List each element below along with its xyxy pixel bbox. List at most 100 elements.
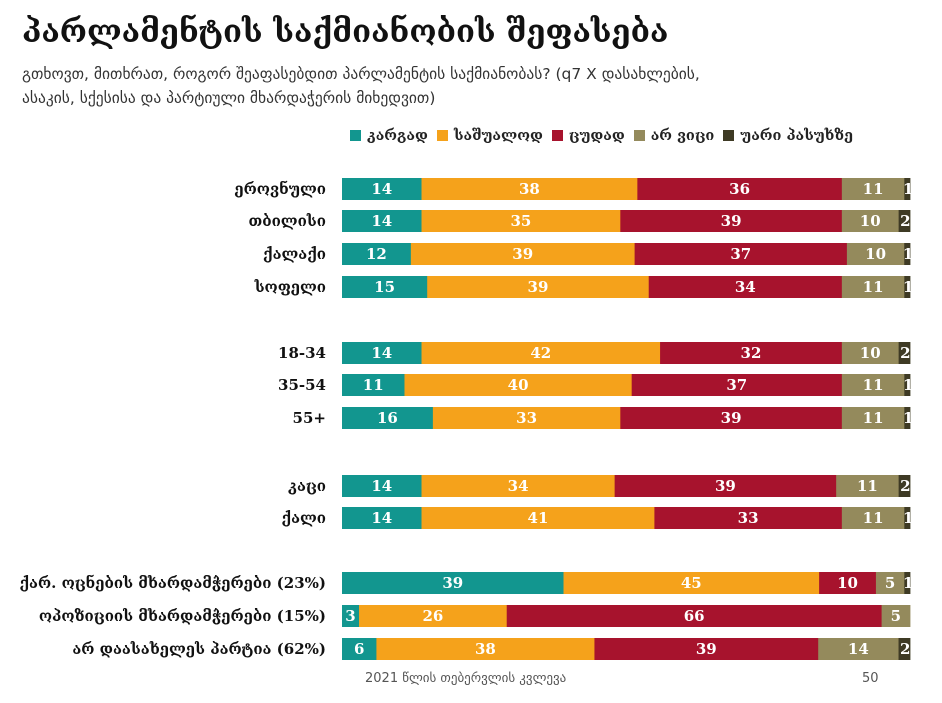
- bar-segment: [841, 178, 905, 200]
- bar-segment: [421, 178, 638, 200]
- chart-subtitle: გთხოვთ, მითხრათ, როგორ შეაფასებდით პარლა…: [22, 65, 700, 107]
- bar-segment: [342, 572, 564, 594]
- legend-label-average: საშუალოდ: [453, 126, 543, 144]
- category-label: არ დაასახელეს პარტია (62%): [72, 640, 326, 658]
- bar-segment: [421, 475, 616, 497]
- data-label: 35: [510, 212, 531, 230]
- bar-segment: [410, 243, 636, 265]
- data-label: 2: [900, 640, 910, 658]
- bar-segment: [594, 638, 819, 660]
- data-label: 15: [374, 278, 395, 296]
- bar-segment: [376, 638, 595, 660]
- data-label: 26: [422, 607, 443, 625]
- data-label: 16: [377, 409, 398, 427]
- data-label: 33: [738, 509, 759, 527]
- bar-segment: [342, 475, 422, 497]
- data-label: 34: [508, 477, 529, 495]
- bar-segment: [342, 407, 434, 429]
- data-label: 5: [885, 574, 895, 592]
- bar-segment: [841, 374, 905, 396]
- bar-segment: [342, 507, 422, 529]
- data-label: 42: [530, 344, 551, 362]
- data-label: 37: [730, 245, 751, 263]
- data-label: 1: [903, 245, 913, 263]
- data-label: 40: [508, 376, 529, 394]
- category-label: 18-34: [278, 344, 326, 362]
- data-label: 39: [715, 477, 736, 495]
- bar-segment: [648, 276, 843, 298]
- data-label: 11: [863, 409, 884, 427]
- bar-segment: [904, 572, 911, 594]
- bar-segment: [841, 507, 905, 529]
- data-label: 39: [512, 245, 533, 263]
- data-label: 1: [903, 278, 913, 296]
- data-label: 1: [903, 409, 913, 427]
- chart-title: პარლამენტის საქმიანობის შეფასება: [22, 14, 669, 50]
- bar-segment: [841, 407, 905, 429]
- data-label: 11: [863, 376, 884, 394]
- data-label: 39: [721, 409, 742, 427]
- bar-segment: [342, 638, 377, 660]
- bar-segment: [819, 572, 877, 594]
- data-label: 11: [363, 376, 384, 394]
- bar-segment: [818, 638, 899, 660]
- bar-segment: [342, 342, 422, 364]
- category-label: თბილისი: [249, 212, 326, 230]
- legend-item-average: საშუალოდ: [436, 126, 543, 144]
- bar-segment: [898, 342, 911, 364]
- bar-segment: [506, 605, 882, 627]
- legend-item-dont-know: არ ვიცი: [633, 126, 715, 144]
- bar-segment: [342, 178, 422, 200]
- bar-segment: [836, 475, 900, 497]
- bar-segment: [634, 243, 848, 265]
- bar-segment: [620, 407, 843, 429]
- category-label: ქალი: [282, 509, 327, 527]
- data-label: 14: [371, 344, 392, 362]
- data-label: 11: [857, 477, 878, 495]
- category-label: ქალაქი: [263, 245, 326, 263]
- data-label: 39: [696, 640, 717, 658]
- category-label: 55+: [293, 409, 326, 427]
- bar-segment: [898, 475, 911, 497]
- bar-segment: [359, 605, 508, 627]
- bar-segment: [660, 342, 843, 364]
- bar-segment: [841, 210, 900, 232]
- data-label: 14: [848, 640, 869, 658]
- data-label: 14: [371, 509, 392, 527]
- bar-segment: [904, 243, 911, 265]
- bar-segment: [614, 475, 837, 497]
- bar-segment: [898, 210, 911, 232]
- data-label: 6: [354, 640, 364, 658]
- data-label: 14: [371, 212, 392, 230]
- legend-label-dont-know: არ ვიცი: [650, 126, 715, 144]
- category-label: კაცი: [288, 477, 326, 495]
- data-label: 33: [516, 409, 537, 427]
- data-label: 39: [442, 574, 463, 592]
- bar-segment: [654, 507, 843, 529]
- category-label: ეროვნული: [234, 180, 326, 198]
- data-label: 45: [681, 574, 702, 592]
- data-label: 14: [371, 180, 392, 198]
- bar-segment: [427, 276, 650, 298]
- data-label: 38: [475, 640, 496, 658]
- bar-segment: [904, 407, 911, 429]
- category-label: სოფელი: [254, 278, 326, 296]
- bar-segment: [421, 342, 661, 364]
- bar-segment: [904, 374, 911, 396]
- bar-segment: [342, 276, 428, 298]
- data-label: 1: [903, 376, 913, 394]
- bar-segment: [904, 507, 911, 529]
- data-label: 1: [903, 509, 913, 527]
- bar-segment: [421, 210, 621, 232]
- page-number: 50: [862, 671, 879, 686]
- category-label: 35-54: [278, 376, 326, 394]
- bar-segment: [342, 605, 360, 627]
- legend-label-bad: ცუდად: [568, 126, 625, 144]
- bar-segment: [631, 374, 843, 396]
- data-label: 10: [860, 212, 881, 230]
- bar-segment: [421, 507, 655, 529]
- data-label: 32: [741, 344, 762, 362]
- bar-segment: [637, 178, 843, 200]
- category-label: ოპოზიციის მხარდამჭერები (15%): [39, 607, 326, 625]
